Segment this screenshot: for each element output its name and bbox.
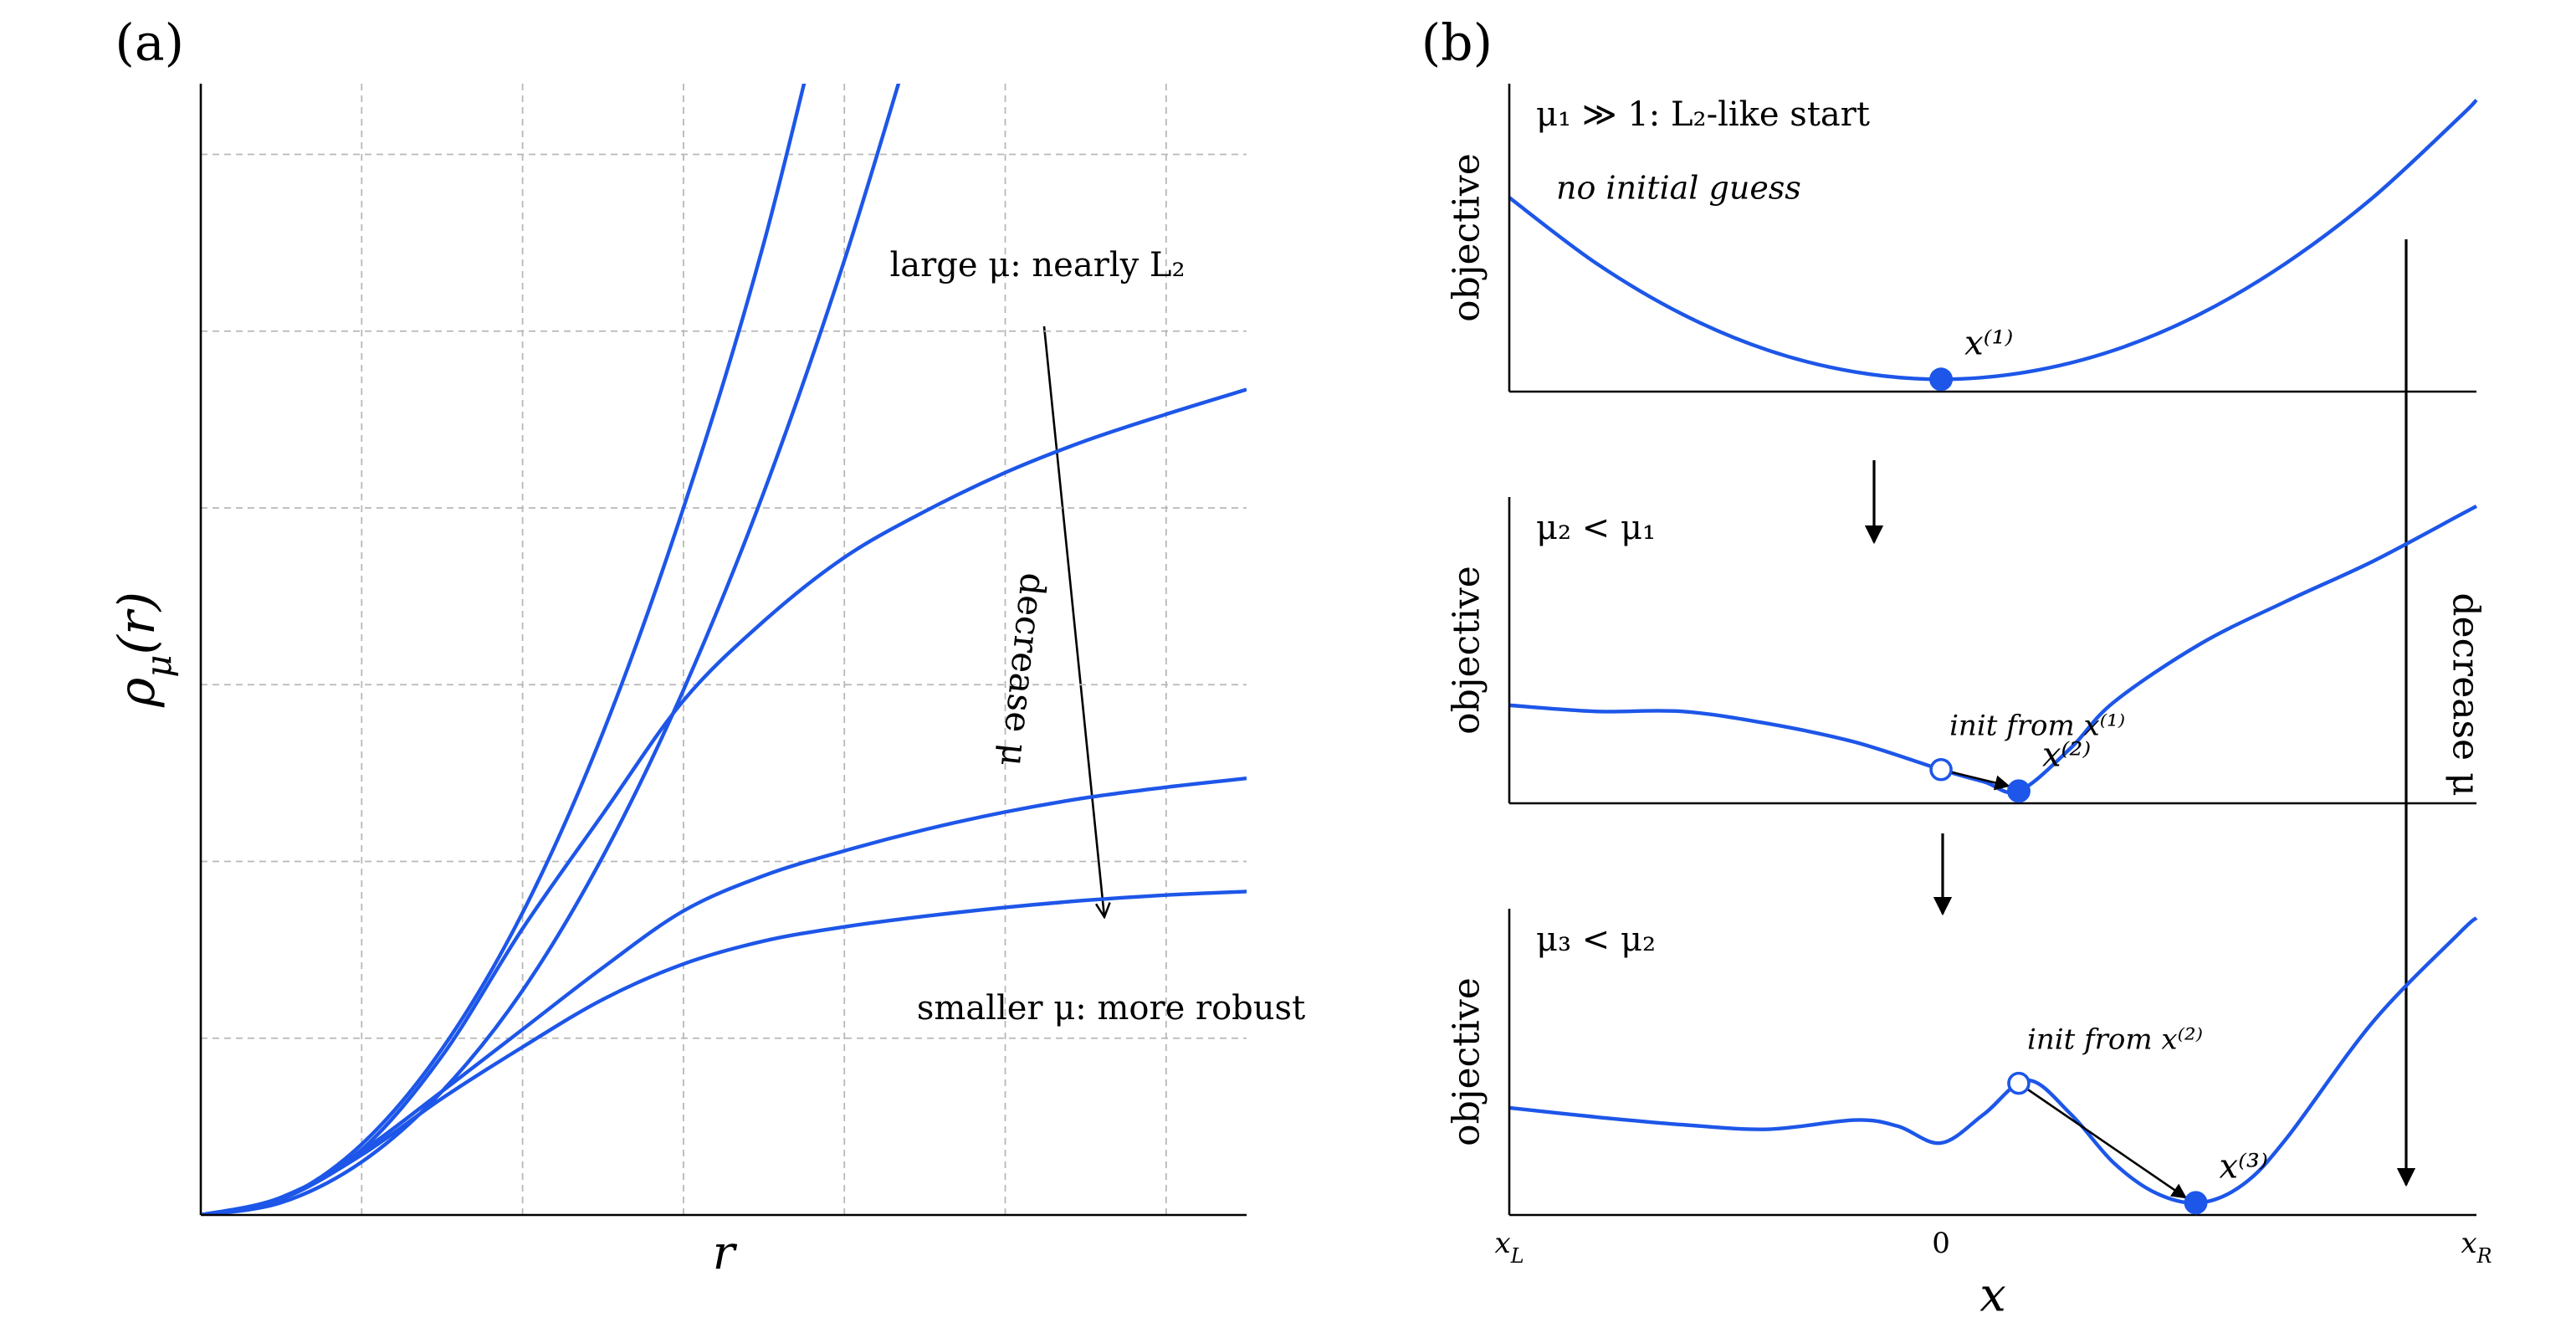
minimum-point xyxy=(2006,779,2031,803)
curve xyxy=(201,84,901,1215)
subplot-title: μ₃ < μ₂ xyxy=(1536,920,1656,959)
curve xyxy=(1508,505,2478,795)
x-tick-label: xR xyxy=(2461,1227,2491,1268)
curve xyxy=(201,84,807,1215)
curve xyxy=(201,889,1247,1215)
subplot-title: μ₂ < μ₁ xyxy=(1536,509,1656,547)
x-axis-label: r xyxy=(713,1227,738,1281)
x-tick-label-part: x xyxy=(2461,1227,2476,1260)
x-tick-label: xL xyxy=(1495,1227,1524,1268)
y-axis-label: objective xyxy=(1446,977,1488,1146)
annotation: smaller μ: more robust xyxy=(917,989,1305,1028)
init-label: init from x⁽²⁾ xyxy=(2027,1023,2203,1057)
x-tick-label-part: x xyxy=(1495,1227,1511,1260)
panel-label: (b) xyxy=(1421,14,1493,73)
minimum-label: x⁽¹⁾ xyxy=(1964,324,2013,362)
y-axis-label: objective xyxy=(1446,566,1488,735)
panel-label: (a) xyxy=(115,14,184,73)
curve xyxy=(201,387,1247,1215)
init-point xyxy=(1929,757,1953,782)
minimum-point xyxy=(2184,1191,2208,1215)
init-arrow xyxy=(2018,1082,2188,1199)
y-axis-label-part: (r) xyxy=(108,592,166,655)
y-axis-label-part: ρ xyxy=(108,678,166,708)
curve xyxy=(201,777,1247,1215)
init-label: init from x⁽¹⁾ xyxy=(1949,710,2125,743)
curve xyxy=(1508,916,2478,1205)
init-point xyxy=(2007,1071,2031,1095)
annotation: large μ: nearly L₂ xyxy=(889,246,1185,284)
x-axis-label: x xyxy=(1979,1269,2006,1323)
minimum-point xyxy=(1929,367,1954,392)
y-axis-label: objective xyxy=(1446,153,1488,322)
subplot-title: μ₁ ≫ 1: L₂-like start xyxy=(1536,95,1870,134)
minimum-label: x⁽²⁾ xyxy=(2042,736,2091,774)
decrease-arrow xyxy=(1042,325,1104,917)
subplot-subtitle: no initial guess xyxy=(1556,170,1801,207)
annotation: decrease μ xyxy=(993,571,1054,768)
x-tick-label-part: L xyxy=(1510,1244,1524,1268)
x-tick-label: 0 xyxy=(1932,1227,1950,1260)
side-label: decrease μ xyxy=(2445,592,2487,796)
y-axis-label-part: μ xyxy=(138,654,179,677)
y-axis-label: ρμ(r) xyxy=(108,592,179,708)
init-arrow xyxy=(1940,768,2010,791)
curve xyxy=(1508,98,2478,382)
minimum-label: x⁽³⁾ xyxy=(2220,1147,2268,1186)
x-tick-label-part: R xyxy=(2476,1244,2492,1268)
